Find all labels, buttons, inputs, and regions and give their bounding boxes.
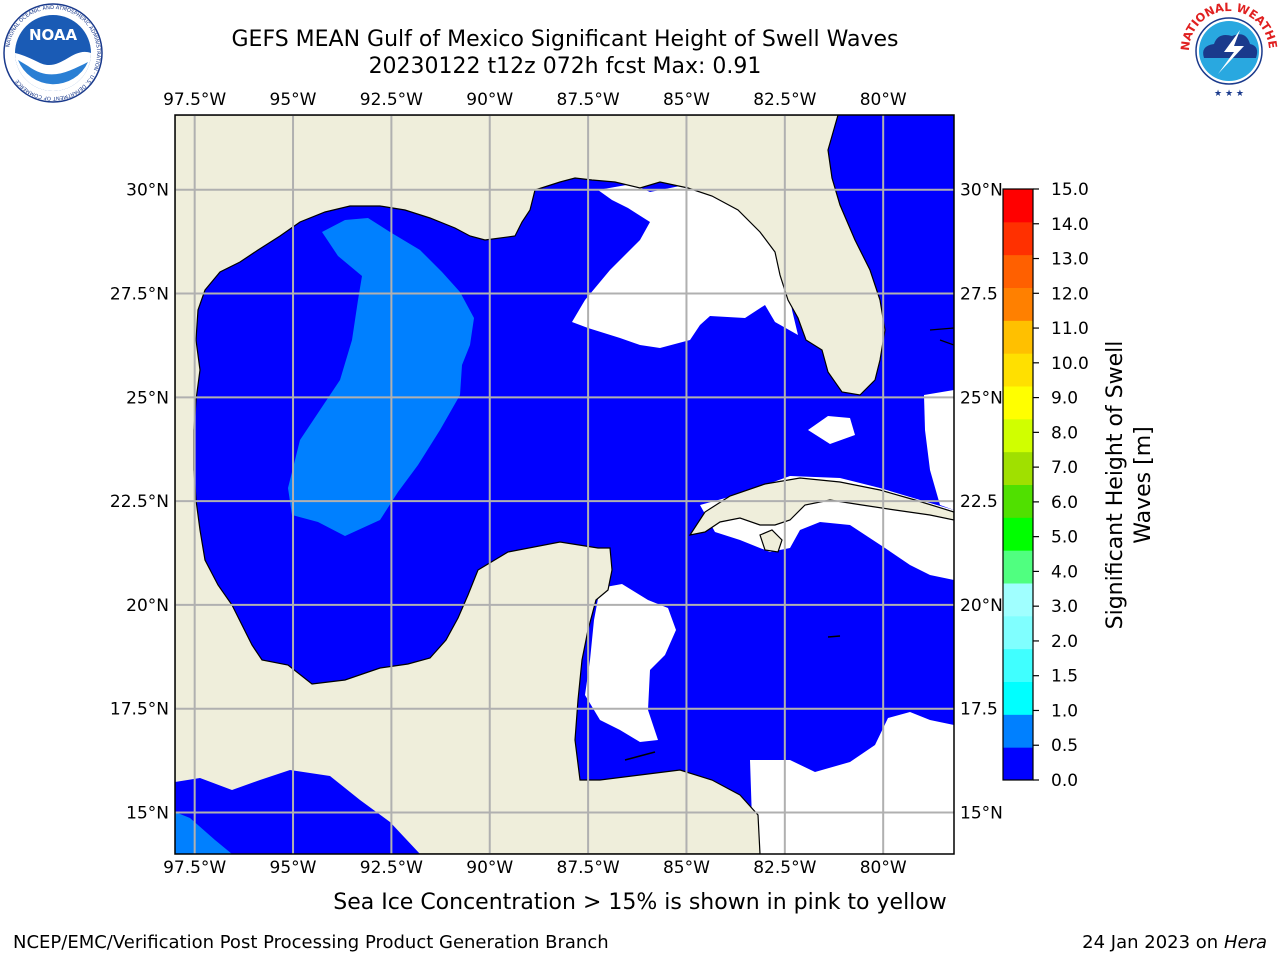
lon-label-top: 97.5°W: [163, 90, 226, 110]
colorbar-swatch: [1003, 648, 1033, 682]
map-frame: [174, 114, 955, 855]
colorbar-swatch: [1003, 747, 1033, 781]
lat-label-right: 22.5: [960, 492, 998, 512]
lon-label-top: 92.5°W: [360, 90, 423, 110]
noaa-logo: NOAA NATIONAL OCEANIC AND ATMOSPHERIC AD…: [3, 3, 103, 103]
colorbar-swatch: [1003, 451, 1033, 485]
colorbar-swatch: [1003, 418, 1033, 453]
footer-date: 24 Jan 2023 on Hera: [1082, 932, 1267, 953]
pacific-water-mid: [175, 812, 232, 854]
colorbar-frame: [1002, 188, 1034, 781]
lat-label-left: 25°N: [126, 388, 169, 408]
colorbar-swatch: [1003, 484, 1033, 518]
colorbar-swatch: [1003, 189, 1033, 223]
lon-label-bottom: 85°W: [663, 858, 710, 878]
lat-label-right: 15°N: [960, 803, 1003, 823]
lat-label-left: 27.5°N: [110, 285, 169, 305]
colorbar-tick-label: 14.0: [1051, 215, 1089, 235]
colorbar-swatch: [1003, 221, 1033, 256]
lon-label-top: 87.5°W: [557, 90, 620, 110]
lat-label-left: 20°N: [126, 596, 169, 616]
lat-label-left: 15°N: [126, 803, 169, 823]
colorbar-tick-label: 13.0: [1051, 250, 1089, 270]
noaa-logo-text: NOAA: [29, 26, 78, 44]
colorbar: 0.0 0.5 1.0 1.5 2.0 3.0 4.0 5.0 6.0 7.0 8.0 9.0 10.0…: [1002, 180, 1089, 791]
footer-date-text: 24 Jan 2023 on: [1082, 932, 1219, 953]
colorbar-tick-label: 9.0: [1051, 389, 1078, 409]
colorbar-swatch: [1003, 583, 1033, 617]
colorbar-swatch: [1003, 320, 1033, 354]
colorbar-swatch: [1003, 615, 1033, 650]
axis-labels: 97.5°W 97.5°W 95°W 95°W 92.5°W 92.5°W 90°W 90°W…: [110, 90, 1003, 878]
lat-label-right: 25°N: [960, 388, 1003, 408]
colorbar-swatch: [1003, 287, 1033, 321]
no-data-ne-gulf: [572, 184, 798, 348]
graticule: [175, 115, 954, 854]
lon-label-top: 95°W: [270, 90, 317, 110]
colorbar-tick-label: 7.0: [1051, 458, 1078, 478]
colorbar-tick-label: 8.0: [1051, 423, 1078, 443]
colorbar-swatch: [1003, 386, 1033, 420]
colorbar-tick-label: 5.0: [1051, 528, 1078, 548]
colorbar-tick-label: 4.0: [1051, 562, 1078, 582]
no-data-florida-keys: [808, 416, 855, 444]
lat-label-right: 17.5: [960, 700, 998, 720]
colorbar-swatch: [1003, 550, 1033, 584]
nws-logo: NATIONAL WEATHER SERVICE ★ ★ ★: [1178, 0, 1280, 100]
svg-text:★ ★ ★: ★ ★ ★: [1214, 89, 1244, 99]
colorbar-tick-label: 3.0: [1051, 597, 1078, 617]
footer-machine: Hera: [1223, 932, 1267, 953]
colorbar-tick-label: 12.0: [1051, 284, 1089, 304]
sea-ice-note: Sea Ice Concentration > 15% is shown in …: [333, 890, 947, 915]
colorbar-tick-label: 0.0: [1051, 771, 1078, 791]
colorbar-tick-label: 2.0: [1051, 632, 1078, 652]
lon-label-bottom: 92.5°W: [360, 858, 423, 878]
colorbar-label-line2: Waves [m]: [1131, 426, 1156, 543]
chart-subtitle: 20230122 t12z 072h fcst Max: 0.91: [368, 54, 762, 79]
lon-label-bottom: 87.5°W: [557, 858, 620, 878]
colorbar-tick-label: 15.0: [1051, 180, 1089, 200]
colorbar-swatch: [1003, 353, 1033, 387]
land-cayman: [827, 635, 841, 638]
lat-label-right: 27.5: [960, 285, 998, 305]
lon-label-top: 82.5°W: [753, 90, 816, 110]
lon-label-top: 80°W: [860, 90, 907, 110]
colorbar-tick-label: 1.0: [1051, 701, 1078, 721]
chart-title: GEFS MEAN Gulf of Mexico Significant Hei…: [231, 27, 899, 52]
no-data-south-carib: [750, 712, 954, 854]
lon-label-top: 90°W: [466, 90, 513, 110]
lon-label-bottom: 95°W: [270, 858, 317, 878]
colorbar-swatch: [1003, 681, 1033, 715]
land-bahamas: [929, 327, 954, 346]
colorbar-tick-label: 1.5: [1051, 667, 1078, 687]
colorbar-tick-label: 6.0: [1051, 493, 1078, 513]
lon-label-top: 85°W: [663, 90, 710, 110]
colorbar-swatch: [1003, 517, 1033, 551]
colorbar-swatch: [1003, 254, 1033, 288]
lon-label-bottom: 82.5°W: [753, 858, 816, 878]
lat-label-right: 30°N: [960, 181, 1003, 201]
colorbar-swatch: [1003, 714, 1033, 748]
land-bay-islands: [624, 751, 656, 761]
lat-label-left: 30°N: [126, 181, 169, 201]
colorbar-tick-label: 0.5: [1051, 736, 1078, 756]
lat-label-left: 17.5°N: [110, 700, 169, 720]
lon-label-bottom: 90°W: [466, 858, 513, 878]
lon-label-bottom: 80°W: [860, 858, 907, 878]
swell-region-0.5-1.0: [288, 218, 474, 536]
colorbar-tick-label: 11.0: [1051, 319, 1089, 339]
footer-credit: NCEP/EMC/Verification Post Processing Pr…: [13, 932, 609, 953]
colorbar-tick-label: 10.0: [1051, 354, 1089, 374]
lat-label-left: 22.5°N: [110, 492, 169, 512]
no-data-bahamas: [924, 390, 954, 510]
colorbar-label-line1: Significant Height of Swell: [1103, 341, 1128, 630]
land-cuba: [688, 477, 954, 536]
lat-label-right: 20°N: [960, 596, 1003, 616]
lon-label-bottom: 97.5°W: [163, 858, 226, 878]
no-data-caribbean: [585, 584, 676, 742]
land-isla-juventud: [759, 529, 783, 553]
